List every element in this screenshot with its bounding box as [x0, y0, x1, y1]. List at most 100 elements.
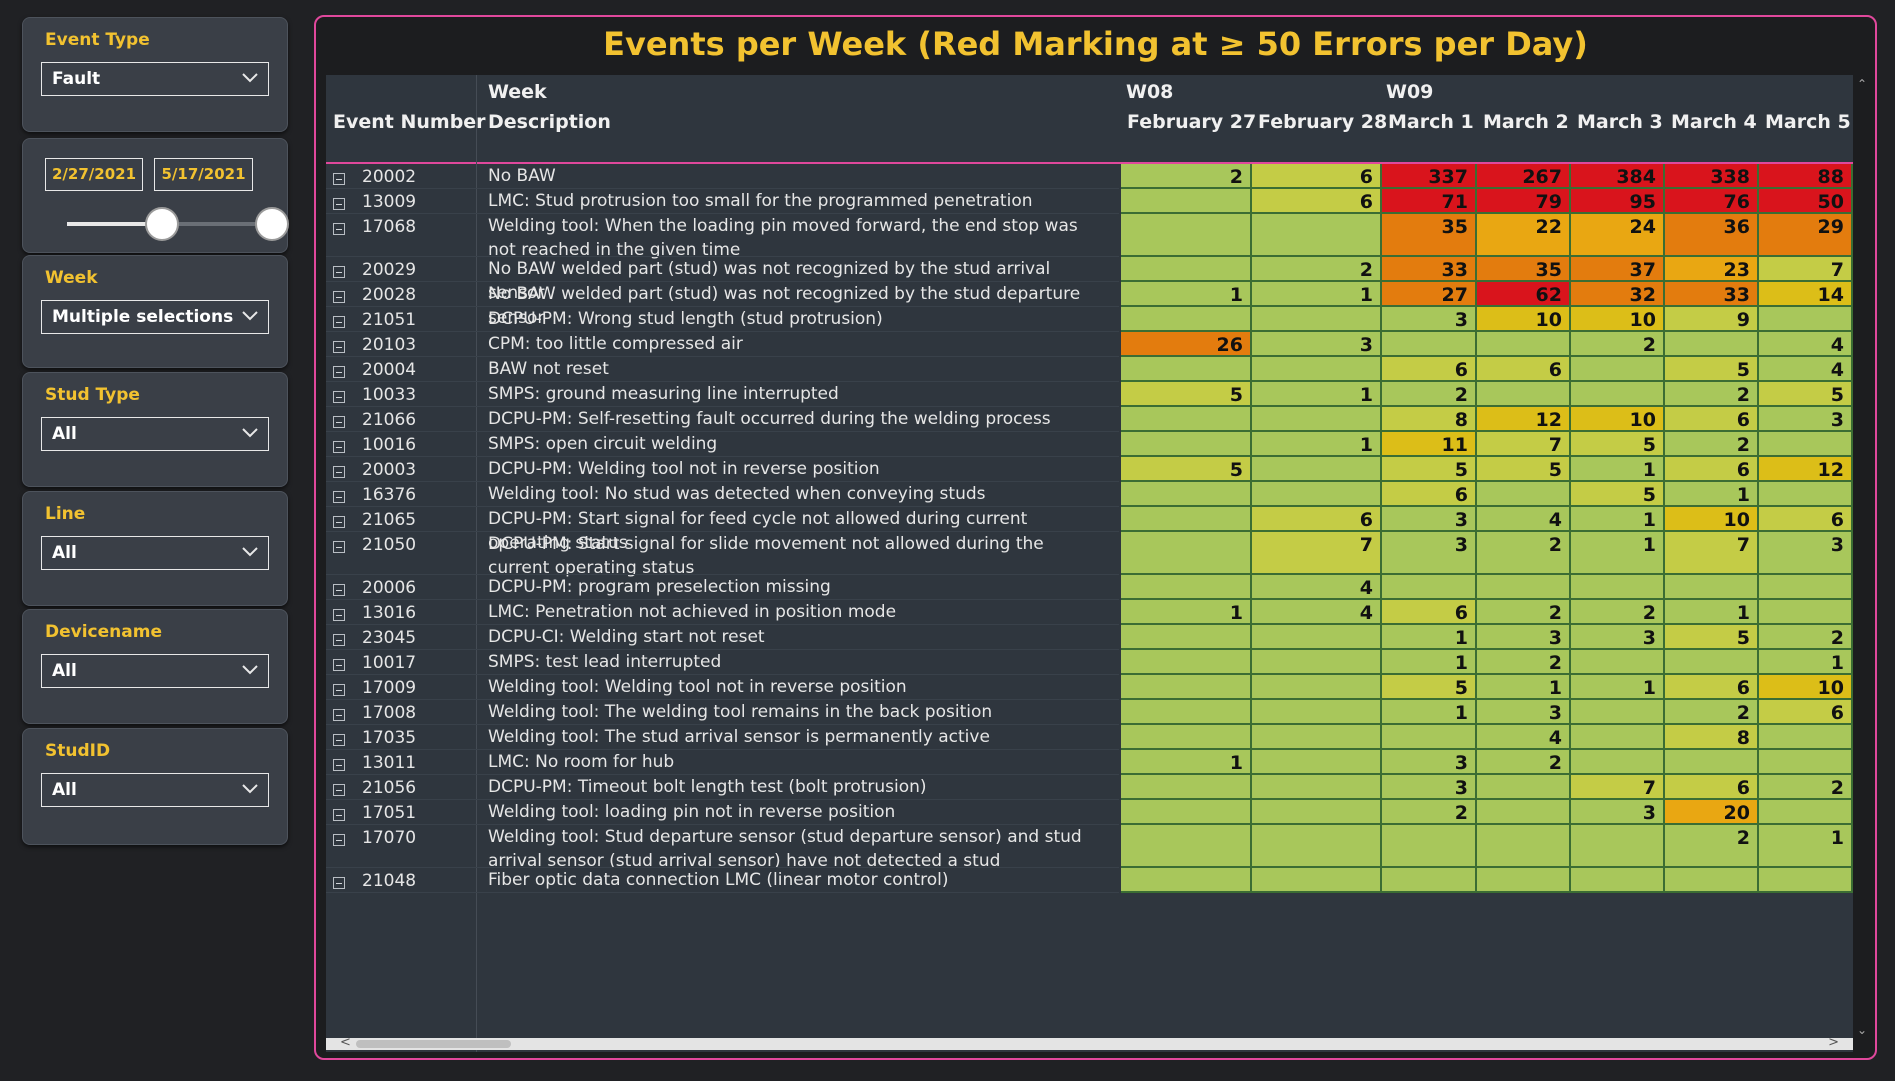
- collapse-icon[interactable]: [333, 834, 345, 846]
- header-description[interactable]: Description: [488, 111, 611, 133]
- value-cell[interactable]: [1121, 432, 1252, 457]
- collapse-icon[interactable]: [333, 659, 345, 671]
- value-cell[interactable]: 6: [1759, 507, 1853, 532]
- value-cell[interactable]: [1121, 307, 1252, 332]
- value-cell[interactable]: 1: [1252, 382, 1382, 407]
- value-cell[interactable]: 3: [1382, 307, 1477, 332]
- collapse-icon[interactable]: [333, 416, 345, 428]
- value-cell[interactable]: 37: [1571, 257, 1665, 282]
- value-cell[interactable]: [1121, 825, 1252, 868]
- value-cell[interactable]: 2: [1382, 382, 1477, 407]
- value-cell[interactable]: 10: [1665, 507, 1759, 532]
- value-cell[interactable]: [1252, 675, 1382, 700]
- value-cell[interactable]: 7: [1252, 532, 1382, 575]
- value-cell[interactable]: 50: [1759, 189, 1853, 214]
- value-cell[interactable]: 1: [1571, 457, 1665, 482]
- horizontal-scroll-thumb[interactable]: [356, 1040, 511, 1048]
- collapse-icon[interactable]: [333, 709, 345, 721]
- value-cell[interactable]: 12: [1759, 457, 1853, 482]
- value-cell[interactable]: 95: [1571, 189, 1665, 214]
- value-cell[interactable]: 2: [1477, 600, 1571, 625]
- collapse-icon[interactable]: [333, 366, 345, 378]
- value-cell[interactable]: 33: [1382, 257, 1477, 282]
- value-cell[interactable]: 36: [1665, 214, 1759, 257]
- value-cell[interactable]: 3: [1382, 750, 1477, 775]
- collapse-icon[interactable]: [333, 634, 345, 646]
- collapse-icon[interactable]: [333, 173, 345, 185]
- value-cell[interactable]: [1252, 725, 1382, 750]
- value-cell[interactable]: 7: [1665, 532, 1759, 575]
- scroll-left-icon[interactable]: <: [340, 1035, 351, 1050]
- value-cell[interactable]: 1: [1382, 700, 1477, 725]
- collapse-icon[interactable]: [333, 266, 345, 278]
- value-cell[interactable]: 2: [1571, 332, 1665, 357]
- value-cell[interactable]: 3: [1382, 532, 1477, 575]
- value-cell[interactable]: [1252, 650, 1382, 675]
- collapse-icon[interactable]: [333, 541, 345, 553]
- value-cell[interactable]: [1252, 868, 1382, 893]
- value-cell[interactable]: 1: [1382, 625, 1477, 650]
- value-cell[interactable]: [1571, 650, 1665, 675]
- value-cell[interactable]: [1382, 868, 1477, 893]
- value-cell[interactable]: 2: [1759, 625, 1853, 650]
- event-type-dropdown[interactable]: Fault: [41, 62, 269, 96]
- value-cell[interactable]: [1665, 650, 1759, 675]
- value-cell[interactable]: 3: [1759, 407, 1853, 432]
- value-cell[interactable]: 5: [1382, 457, 1477, 482]
- value-cell[interactable]: 5: [1477, 457, 1571, 482]
- value-cell[interactable]: 10: [1571, 407, 1665, 432]
- value-cell[interactable]: [1759, 725, 1853, 750]
- value-cell[interactable]: 3: [1382, 775, 1477, 800]
- collapse-icon[interactable]: [333, 441, 345, 453]
- value-cell[interactable]: 2: [1477, 532, 1571, 575]
- value-cell[interactable]: [1252, 775, 1382, 800]
- value-cell[interactable]: 26: [1121, 332, 1252, 357]
- value-cell[interactable]: 5: [1382, 675, 1477, 700]
- value-cell[interactable]: 267: [1477, 164, 1571, 189]
- value-cell[interactable]: 22: [1477, 214, 1571, 257]
- value-cell[interactable]: 2: [1665, 432, 1759, 457]
- value-cell[interactable]: 2: [1759, 775, 1853, 800]
- collapse-icon[interactable]: [333, 466, 345, 478]
- value-cell[interactable]: 3: [1477, 625, 1571, 650]
- value-cell[interactable]: 2: [1477, 650, 1571, 675]
- value-cell[interactable]: 6: [1252, 189, 1382, 214]
- scroll-right-icon[interactable]: >: [1828, 1035, 1839, 1050]
- value-cell[interactable]: 5: [1665, 625, 1759, 650]
- value-cell[interactable]: [1571, 357, 1665, 382]
- value-cell[interactable]: [1477, 332, 1571, 357]
- value-cell[interactable]: 8: [1665, 725, 1759, 750]
- value-cell[interactable]: [1665, 868, 1759, 893]
- start-date-input[interactable]: 2/27/2021: [45, 158, 143, 191]
- value-cell[interactable]: 8: [1382, 407, 1477, 432]
- value-cell[interactable]: 12: [1477, 407, 1571, 432]
- value-cell[interactable]: 1: [1477, 675, 1571, 700]
- header-day[interactable]: March 1: [1388, 111, 1474, 133]
- value-cell[interactable]: 5: [1571, 432, 1665, 457]
- value-cell[interactable]: 7: [1477, 432, 1571, 457]
- value-cell[interactable]: 10: [1477, 307, 1571, 332]
- collapse-icon[interactable]: [333, 877, 345, 889]
- value-cell[interactable]: 3: [1252, 332, 1382, 357]
- header-day[interactable]: March 2: [1483, 111, 1569, 133]
- end-date-input[interactable]: 5/17/2021: [154, 158, 253, 191]
- value-cell[interactable]: [1759, 575, 1853, 600]
- collapse-icon[interactable]: [333, 516, 345, 528]
- value-cell[interactable]: 1: [1759, 650, 1853, 675]
- value-cell[interactable]: [1121, 775, 1252, 800]
- value-cell[interactable]: [1382, 332, 1477, 357]
- value-cell[interactable]: [1121, 214, 1252, 257]
- value-cell[interactable]: [1382, 575, 1477, 600]
- value-cell[interactable]: [1759, 868, 1853, 893]
- value-cell[interactable]: [1121, 725, 1252, 750]
- value-cell[interactable]: 1: [1121, 282, 1252, 307]
- value-cell[interactable]: 76: [1665, 189, 1759, 214]
- value-cell[interactable]: 4: [1252, 575, 1382, 600]
- value-cell[interactable]: 6: [1252, 164, 1382, 189]
- value-cell[interactable]: 3: [1759, 532, 1853, 575]
- value-cell[interactable]: 1: [1759, 825, 1853, 868]
- value-cell[interactable]: 3: [1571, 625, 1665, 650]
- value-cell[interactable]: [1252, 482, 1382, 507]
- value-cell[interactable]: [1571, 382, 1665, 407]
- value-cell[interactable]: 5: [1759, 382, 1853, 407]
